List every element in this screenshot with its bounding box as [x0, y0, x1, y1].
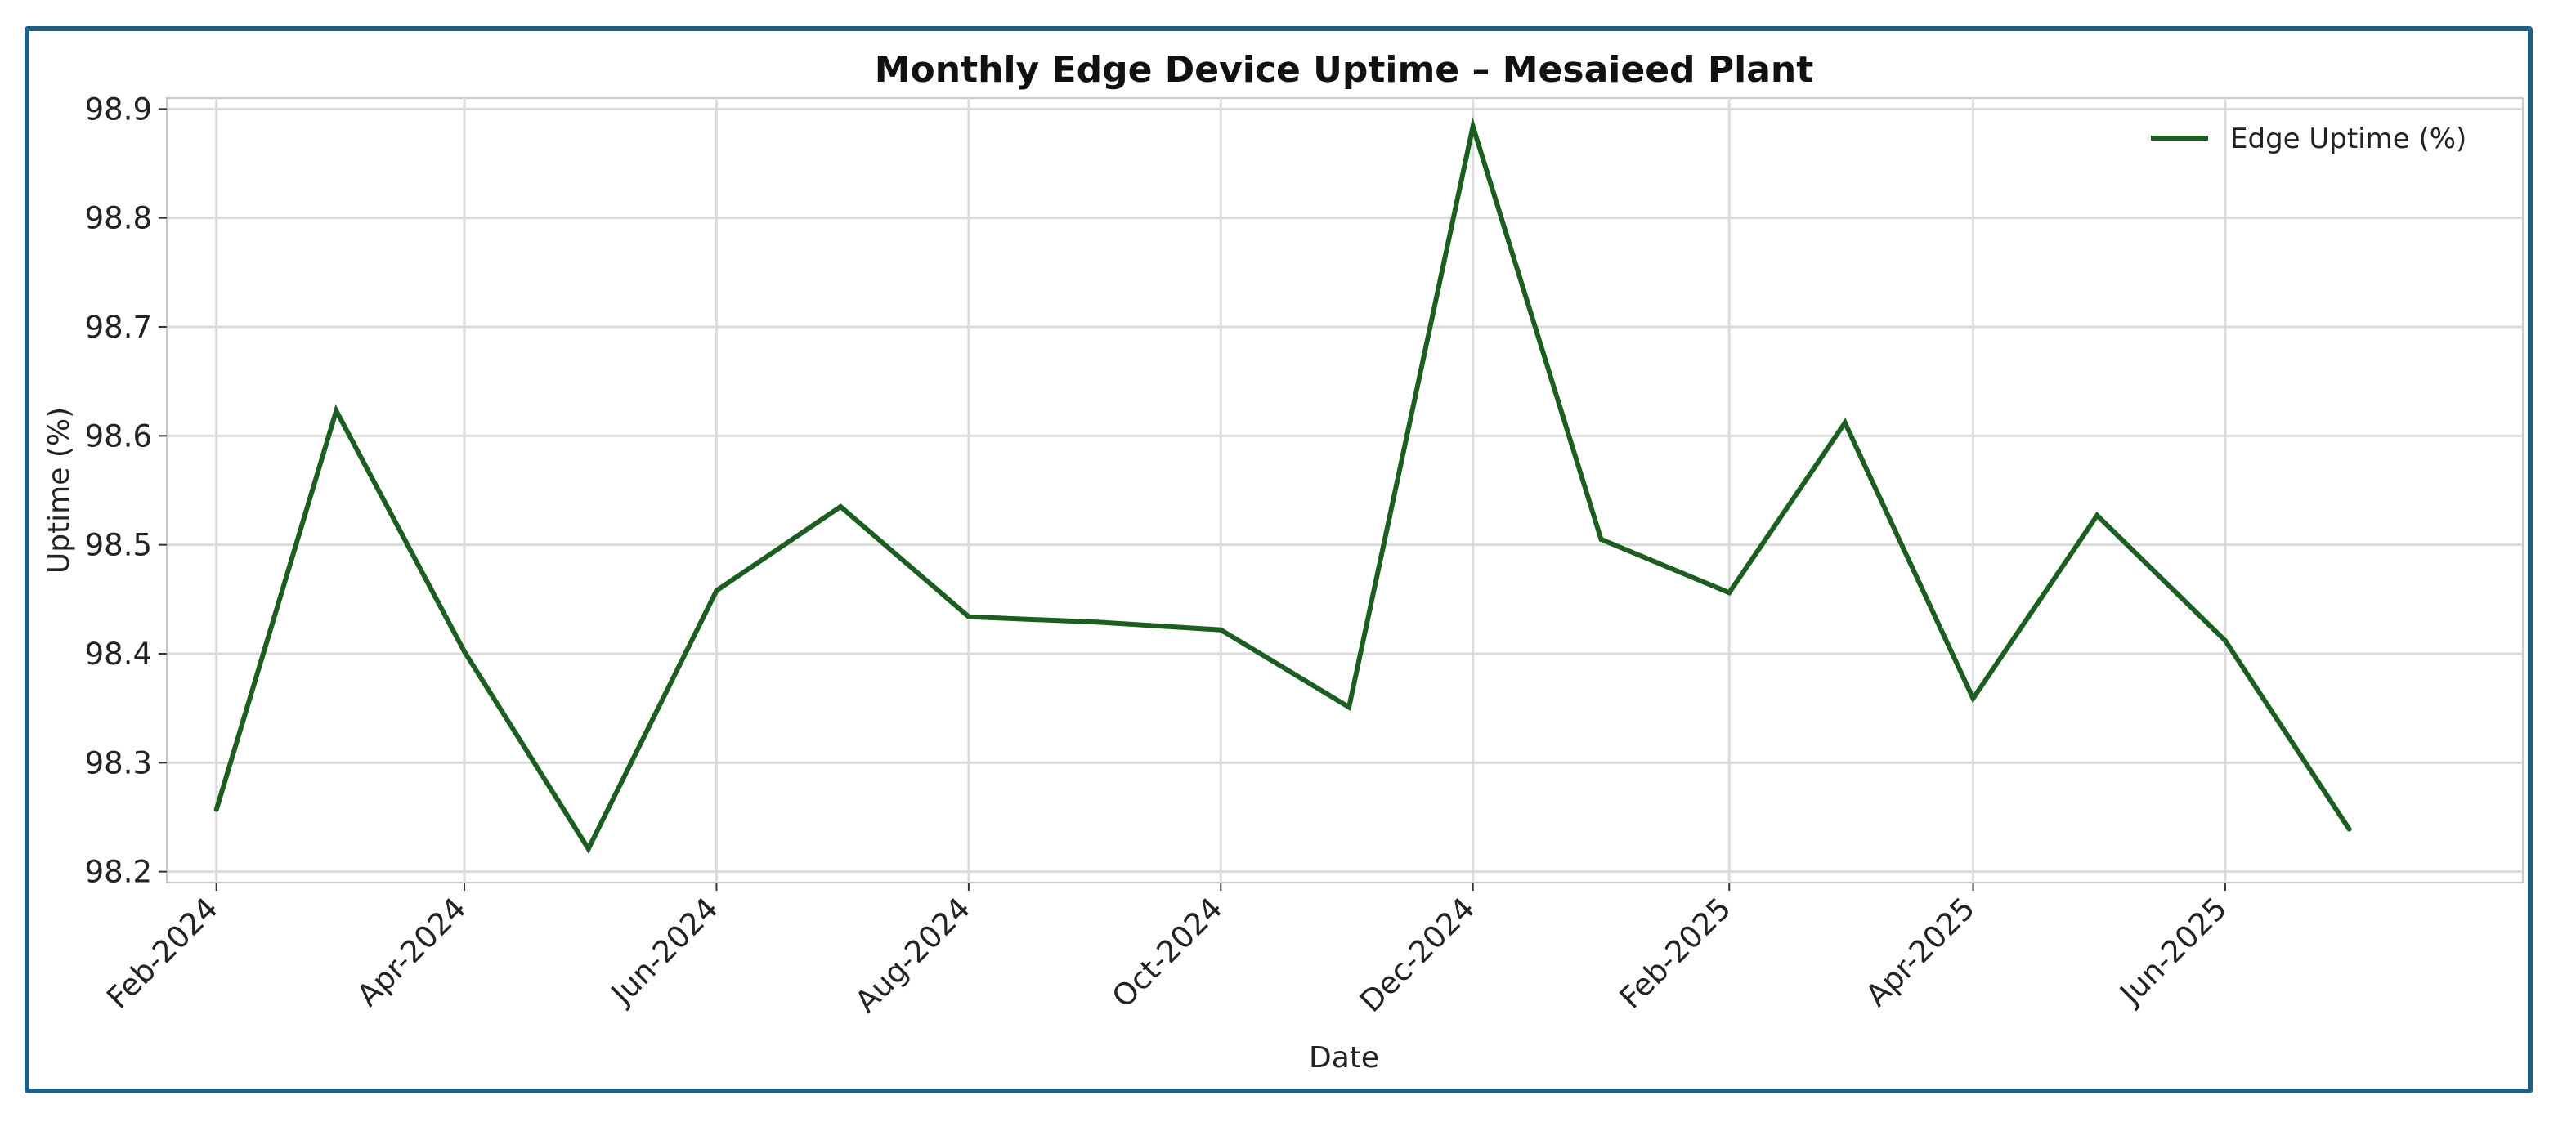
data-point [1727, 590, 1732, 596]
y-tick-label: 98.7 [85, 310, 152, 345]
x-tick-label: Apr-2025 [1859, 891, 1982, 1013]
data-point [1346, 704, 1352, 710]
plot-area [166, 97, 2524, 883]
data-point [1094, 619, 1100, 625]
x-tick-label: Feb-2024 [100, 891, 225, 1016]
x-tick-label: Apr-2024 [350, 891, 473, 1013]
x-tick-label: Feb-2025 [1613, 891, 1738, 1016]
legend-label: Edge Uptime (%) [2230, 123, 2466, 155]
data-point [585, 846, 591, 852]
chart-frame: Monthly Edge Device Uptime – Mesaieed Pl… [25, 26, 2533, 1093]
y-tick-label: 98.3 [85, 745, 152, 780]
y-axis-label: Uptime (%) [43, 407, 76, 574]
x-axis-label: Date [1309, 1041, 1379, 1075]
y-tick-label: 98.9 [85, 92, 152, 127]
data-point [2346, 826, 2352, 832]
y-tick-label: 98.2 [85, 855, 152, 890]
grid-lines [167, 98, 2523, 883]
data-point [838, 504, 844, 509]
chart-title: Monthly Edge Device Uptime – Mesaieed Pl… [875, 49, 1814, 91]
y-tick-label: 98.4 [85, 637, 152, 672]
data-point [1598, 537, 1604, 542]
x-tick-label: Aug-2024 [849, 891, 978, 1020]
x-tick-label: Oct-2024 [1105, 891, 1230, 1015]
series-line [213, 116, 2352, 854]
data-point [965, 614, 971, 619]
data-point [334, 408, 339, 414]
series-layer [213, 116, 2352, 854]
x-tick-label: Jun-2025 [2112, 891, 2234, 1013]
data-point [1842, 420, 1848, 426]
y-tick-label: 98.5 [85, 528, 152, 563]
data-point [462, 649, 468, 655]
data-point [1218, 627, 1224, 633]
data-point [2222, 638, 2228, 643]
x-tick-label: Jun-2024 [603, 891, 725, 1013]
x-tick-label: Dec-2024 [1353, 891, 1481, 1019]
y-tick-label: 98.6 [85, 418, 152, 454]
data-point [1470, 123, 1476, 129]
data-point [714, 588, 719, 593]
data-point [2094, 512, 2100, 518]
data-point [213, 807, 219, 812]
y-tick-label: 98.8 [85, 201, 152, 236]
x-axis-ticks: Feb-2024 Apr-2024 Jun-2024 Aug-2024 Oct-2024… [100, 883, 2233, 1019]
line-chart: Monthly Edge Device Uptime – Mesaieed Pl… [43, 49, 2524, 1075]
y-axis-ticks: 98.2 98.3 98.4 98.5 98.6 98.7 98.8 98.9 [85, 92, 167, 890]
legend: Edge Uptime (%) [2151, 123, 2466, 155]
data-point [1970, 695, 1976, 701]
